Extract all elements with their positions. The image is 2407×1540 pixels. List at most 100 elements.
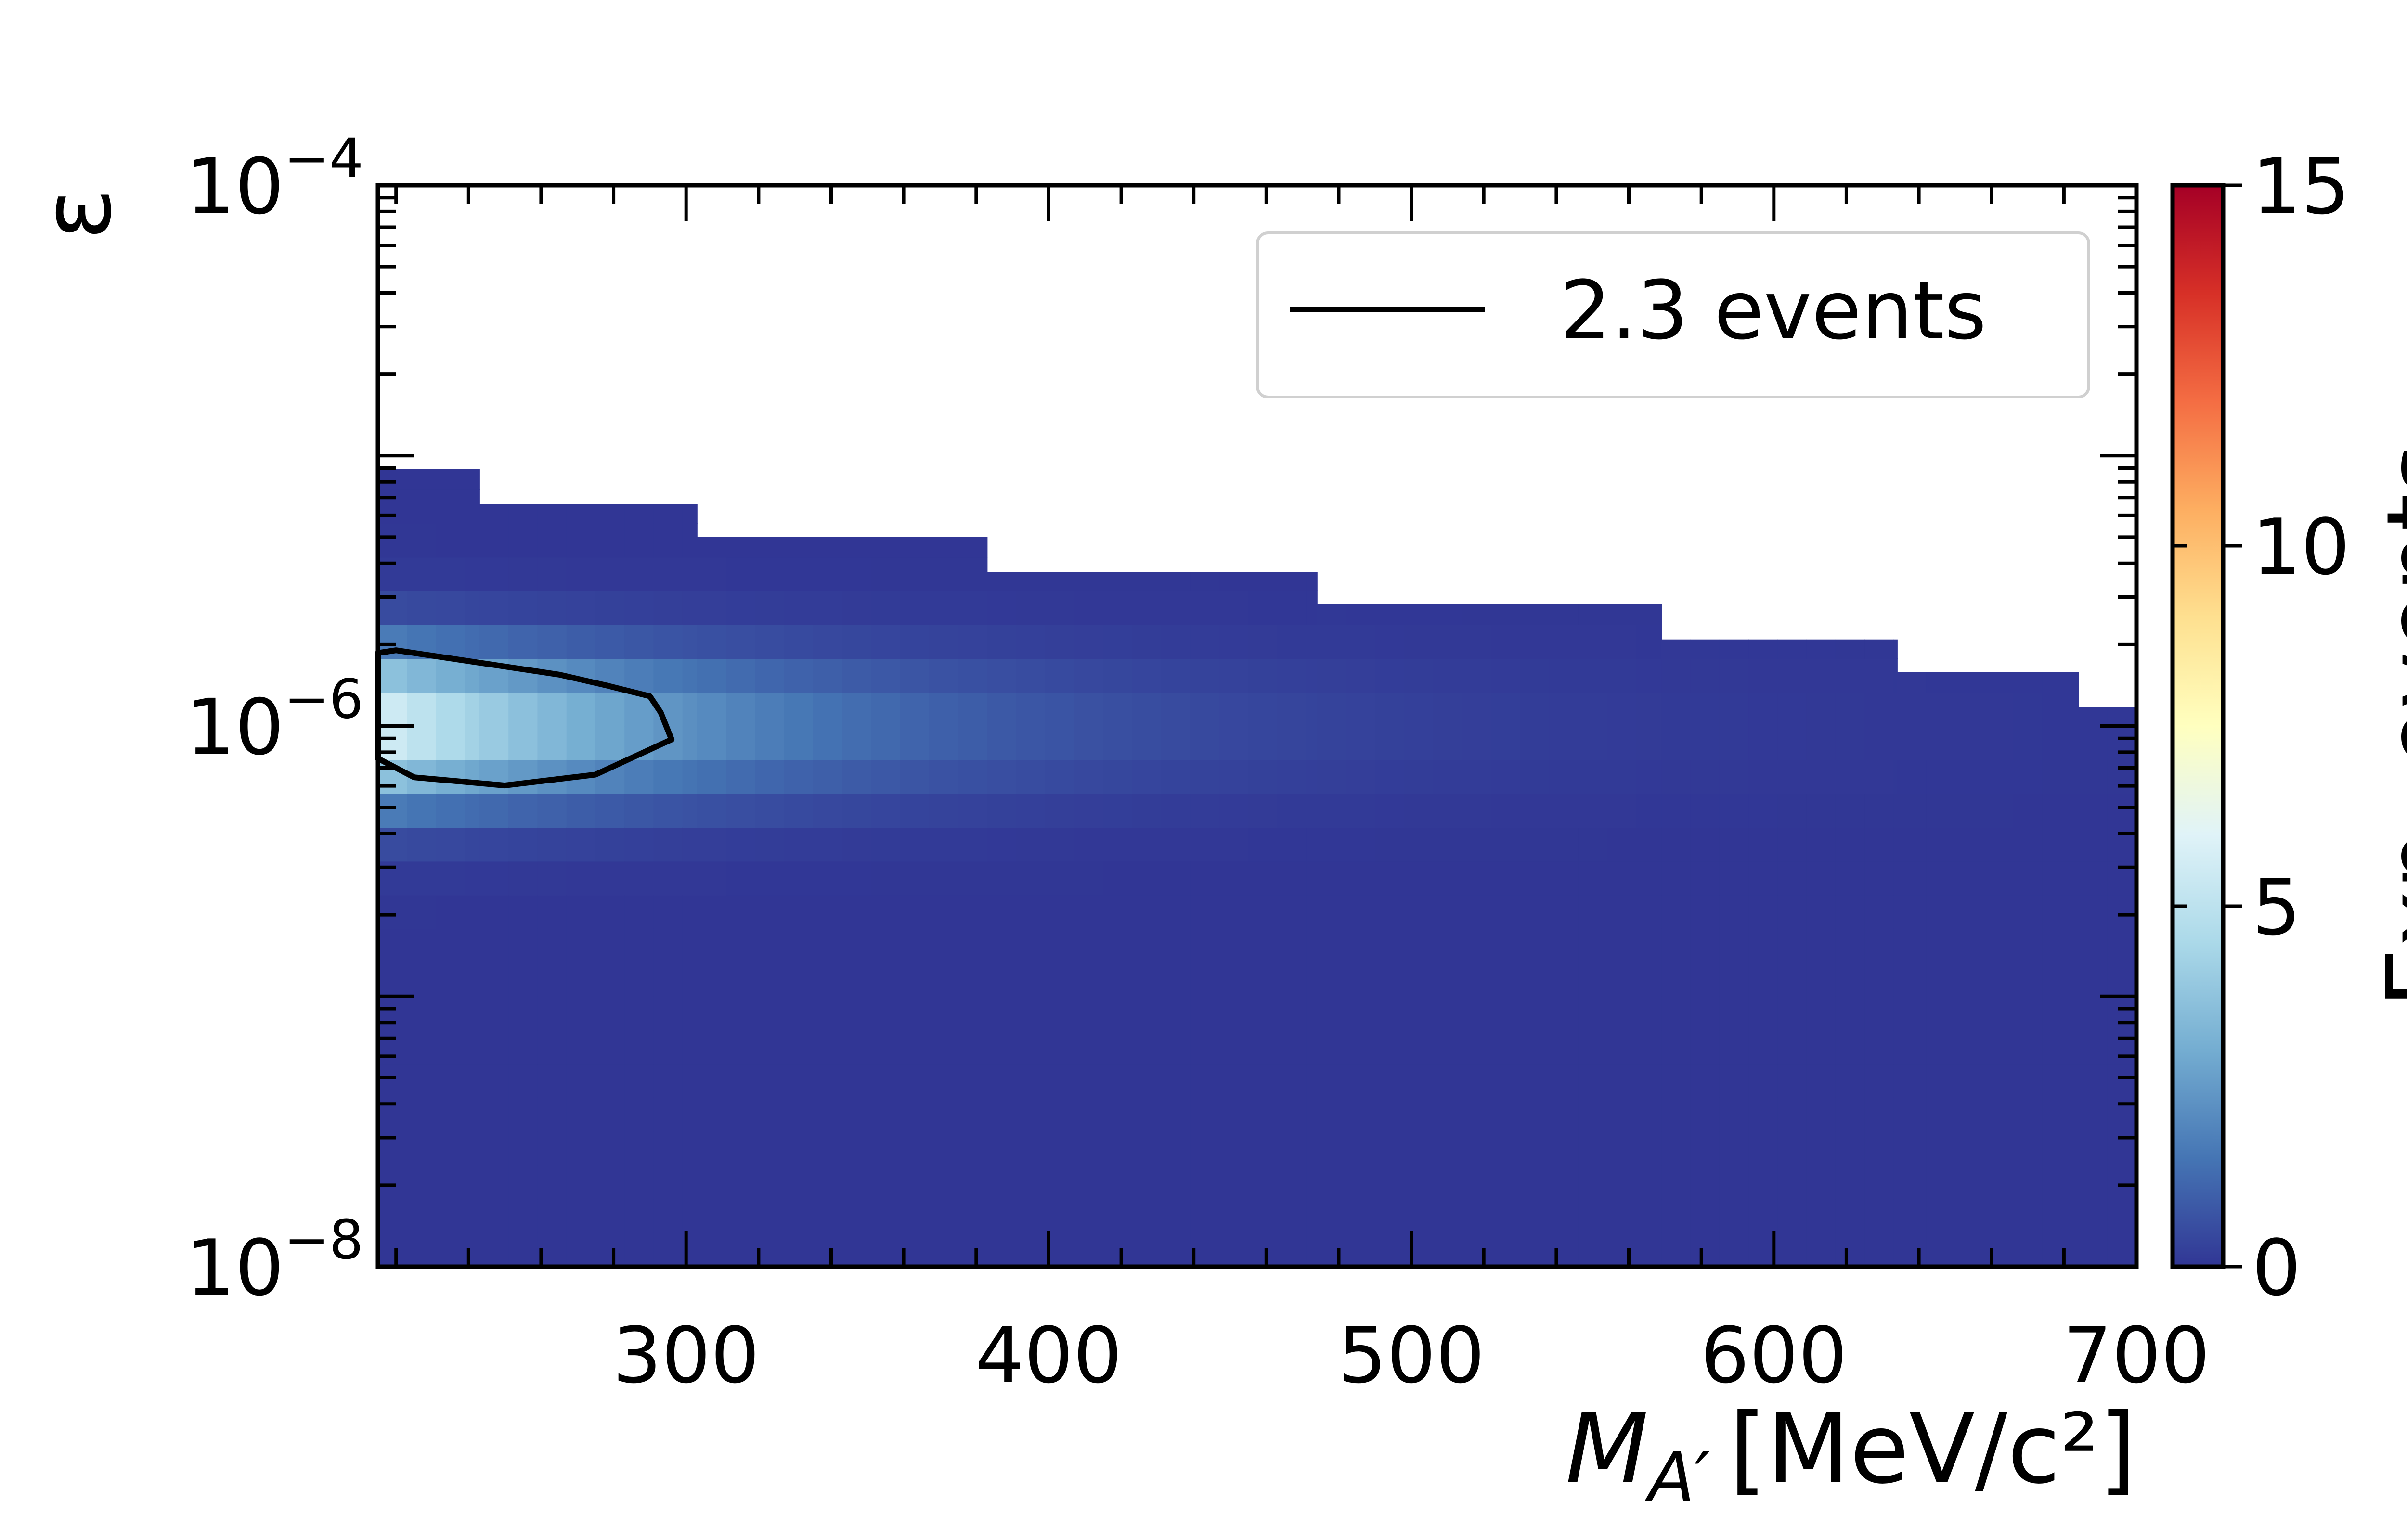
heatmap-cell bbox=[537, 624, 567, 659]
heatmap-cell bbox=[1955, 895, 1985, 929]
heatmap-cell bbox=[813, 692, 843, 727]
heatmap-cell bbox=[958, 624, 988, 659]
heatmap-cell bbox=[726, 759, 756, 794]
heatmap-cell bbox=[1433, 928, 1463, 963]
heatmap-cell bbox=[784, 1030, 814, 1065]
heatmap-cell bbox=[1248, 1199, 1278, 1233]
heatmap-cell bbox=[566, 590, 596, 625]
heatmap-cell bbox=[1277, 759, 1307, 794]
heatmap-cell bbox=[1984, 726, 2014, 760]
heatmap-cell bbox=[1661, 928, 1691, 963]
heatmap-cell bbox=[566, 793, 596, 828]
heatmap-cell bbox=[1777, 827, 1807, 862]
heatmap-cell bbox=[1607, 1199, 1637, 1233]
heatmap-cell bbox=[1893, 692, 1898, 727]
heatmap-cell bbox=[1578, 1131, 1608, 1166]
heatmap-cell bbox=[1748, 759, 1778, 794]
heatmap-cell bbox=[1835, 658, 1865, 693]
heatmap-cell bbox=[929, 1232, 959, 1267]
heatmap-cell bbox=[2078, 895, 2108, 929]
heatmap-cell bbox=[958, 692, 988, 727]
heatmap-cell bbox=[900, 1131, 930, 1166]
heatmap-cell bbox=[755, 1165, 785, 1200]
heatmap-cell bbox=[900, 827, 930, 862]
heatmap-cell bbox=[566, 962, 596, 997]
heatmap-cell bbox=[1549, 624, 1579, 659]
heatmap-cell bbox=[1719, 1131, 1749, 1166]
heatmap-cell bbox=[508, 504, 538, 524]
heatmap-cell bbox=[407, 928, 437, 963]
heatmap-cell bbox=[1835, 1097, 1865, 1132]
heatmap-cell bbox=[1277, 692, 1307, 727]
heatmap-cell bbox=[842, 658, 872, 693]
colorbar-tick-label: 15 bbox=[2252, 141, 2350, 231]
heatmap-cell bbox=[987, 996, 1017, 1031]
heatmap-cell bbox=[465, 1165, 480, 1200]
heatmap-cell bbox=[682, 827, 698, 862]
heatmap-cell bbox=[1748, 895, 1778, 929]
heatmap-cell bbox=[2071, 1064, 2079, 1098]
heatmap-cell bbox=[1926, 861, 1956, 896]
heatmap-cell bbox=[595, 557, 625, 591]
heatmap-cell bbox=[479, 504, 509, 524]
heatmap-cell bbox=[1955, 928, 1985, 963]
heatmap-cell bbox=[842, 861, 872, 896]
heatmap-cell bbox=[1433, 624, 1463, 659]
heatmap-cell bbox=[1777, 861, 1807, 896]
heatmap-cell bbox=[1806, 692, 1836, 727]
heatmap-cell bbox=[1404, 1165, 1434, 1200]
heatmap-cell bbox=[1277, 861, 1307, 896]
heatmap-cell bbox=[871, 827, 901, 862]
heatmap-cell bbox=[508, 1131, 538, 1166]
heatmap-cell bbox=[842, 1131, 872, 1166]
heatmap-cell bbox=[624, 928, 654, 963]
heatmap-cell bbox=[900, 692, 930, 727]
heatmap-cell bbox=[1864, 1199, 1894, 1233]
heatmap-cell bbox=[595, 1165, 625, 1200]
heatmap-cell bbox=[1161, 590, 1191, 625]
heatmap-cell bbox=[1306, 895, 1318, 929]
heatmap-cell bbox=[1219, 658, 1249, 693]
heatmap-cell bbox=[436, 590, 466, 625]
heatmap-cell bbox=[1248, 1030, 1278, 1065]
heatmap-cell bbox=[1074, 827, 1104, 862]
heatmap-cell bbox=[1520, 1097, 1550, 1132]
heatmap-cell bbox=[1074, 861, 1104, 896]
heatmap-cell bbox=[842, 1064, 872, 1098]
heatmap-cell bbox=[624, 1199, 654, 1233]
heatmap-cell bbox=[1433, 1064, 1463, 1098]
heatmap-cell bbox=[1016, 1165, 1046, 1200]
heatmap-cell bbox=[1984, 1030, 2014, 1065]
heatmap-cell bbox=[1661, 1064, 1691, 1098]
heatmap-cell bbox=[929, 759, 959, 794]
heatmap-cell bbox=[1897, 793, 1927, 828]
heatmap-cell bbox=[1719, 726, 1749, 760]
heatmap-cell bbox=[1777, 1165, 1807, 1200]
heatmap-cell bbox=[1748, 1064, 1778, 1098]
heatmap-cell bbox=[929, 537, 959, 558]
heatmap-cell bbox=[653, 590, 683, 625]
heatmap-cell bbox=[726, 827, 756, 862]
heatmap-cell bbox=[2071, 962, 2079, 997]
heatmap-cell bbox=[1578, 1199, 1608, 1233]
heatmap-cell bbox=[465, 1131, 480, 1166]
heatmap-cell bbox=[842, 1097, 872, 1132]
heatmap-cell bbox=[1346, 1030, 1376, 1065]
heatmap-cell bbox=[1016, 861, 1046, 896]
heatmap-cell bbox=[987, 726, 1017, 760]
heatmap-cell bbox=[900, 928, 930, 963]
heatmap-cell bbox=[871, 1030, 901, 1065]
heatmap-cell bbox=[1277, 928, 1307, 963]
heatmap-cell bbox=[1806, 1030, 1836, 1065]
heatmap-cell bbox=[436, 489, 466, 524]
heatmap-cell bbox=[871, 1232, 901, 1267]
heatmap-cell bbox=[1777, 793, 1807, 828]
heatmap-cell bbox=[1926, 895, 1956, 929]
heatmap-cell bbox=[958, 726, 988, 760]
heatmap-cell bbox=[1984, 672, 2014, 693]
heatmap-cell bbox=[755, 726, 785, 760]
heatmap-cell bbox=[784, 895, 814, 929]
heatmap-cell bbox=[566, 1064, 596, 1098]
heatmap-cell bbox=[1893, 1199, 1898, 1233]
heatmap-cell bbox=[1806, 1199, 1836, 1233]
